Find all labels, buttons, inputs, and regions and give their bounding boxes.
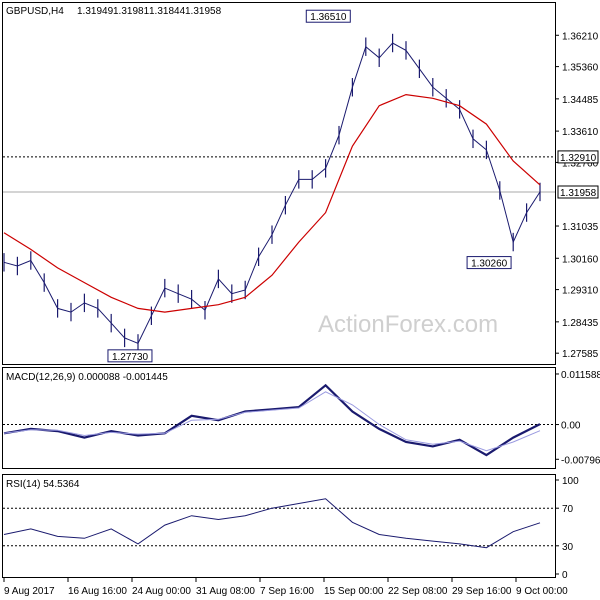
time-tick-label: 7 Sep 16:00 bbox=[260, 586, 314, 597]
price-header-low: 1.31844 bbox=[149, 6, 186, 17]
rsi-line bbox=[3, 498, 541, 549]
moving-average-line bbox=[3, 93, 541, 313]
rsi-y-tick-label: 0 bbox=[562, 570, 568, 581]
rsi-y-tick-label: 100 bbox=[562, 476, 579, 487]
rsi-series bbox=[3, 498, 541, 549]
price-y-tick-label: 1.31035 bbox=[562, 222, 599, 233]
macd-y-tick-label: -0.007961 bbox=[561, 455, 600, 466]
price-header-symbol: GBPUSD,H4 bbox=[6, 6, 64, 17]
price-y-tick-label: 1.34485 bbox=[562, 95, 599, 106]
time-tick-label: 16 Aug 16:00 bbox=[68, 586, 127, 597]
price-annotation-box bbox=[305, 9, 351, 23]
time-tick-label: 31 Aug 08:00 bbox=[196, 586, 255, 597]
price-annotations: 1.27730 1.36510 1.30260 bbox=[107, 9, 512, 363]
price-header-high: 1.31981 bbox=[113, 6, 150, 17]
time-tick-label: 9 Oct 00:00 bbox=[516, 586, 568, 597]
macd-panel bbox=[2, 367, 556, 469]
macd-y-tick-label: 0.00 bbox=[561, 421, 581, 432]
price-grid bbox=[3, 156, 555, 193]
price-annotation-box bbox=[466, 256, 512, 270]
rsi-y-tick-label: 30 bbox=[562, 542, 574, 553]
rsi-panel bbox=[2, 474, 556, 578]
macd-header: MACD(12,26,9) 0.000088 -0.001445 bbox=[6, 372, 168, 383]
price-y-tick-label: 1.32760 bbox=[562, 158, 599, 169]
current-price-box bbox=[557, 185, 599, 199]
macd-signal-line bbox=[3, 391, 541, 452]
time-tick-label: 29 Sep 16:00 bbox=[452, 586, 512, 597]
time-axis: 9 Aug 2017 16 Aug 16:00 24 Aug 00:00 31 Aug… bbox=[3, 578, 568, 597]
price-y-tick-label: 1.29310 bbox=[562, 286, 599, 297]
price-y-tick-label: 1.27585 bbox=[562, 349, 599, 360]
current-price-label: 1.31958 bbox=[560, 188, 597, 199]
rsi-grid bbox=[3, 507, 555, 547]
price-annotation-label: 1.36510 bbox=[310, 12, 347, 23]
macd-y-axis: 0.011588 0.00 -0.007961 bbox=[555, 370, 600, 466]
watermark: ActionForex.com bbox=[318, 311, 498, 338]
price-y-tick-label: 1.35360 bbox=[562, 63, 599, 74]
price-annotation-label: 1.27730 bbox=[112, 352, 149, 363]
time-tick-label: 22 Sep 08:00 bbox=[388, 586, 448, 597]
price-line bbox=[3, 42, 541, 345]
time-tick-label: 15 Sep 00:00 bbox=[324, 586, 384, 597]
macd-series bbox=[3, 383, 541, 457]
rsi-y-tick-label: 70 bbox=[562, 504, 574, 515]
rsi-y-axis: 100 70 30 0 bbox=[555, 476, 579, 581]
rsi-header: RSI(14) 54.5364 bbox=[6, 479, 80, 490]
time-tick-label: 9 Aug 2017 bbox=[4, 586, 55, 597]
price-y-axis: 1.36210 1.35360 1.34485 1.33610 1.32760 1.310… bbox=[555, 31, 599, 360]
price-annotation-label: 1.30260 bbox=[471, 259, 508, 270]
price-y-tick-label: 1.33610 bbox=[562, 127, 599, 138]
macd-y-tick-label: 0.011588 bbox=[561, 370, 600, 381]
level-label-box bbox=[557, 150, 599, 164]
price-y-tick-label: 1.30160 bbox=[562, 254, 599, 265]
time-tick-label: 24 Aug 00:00 bbox=[132, 586, 191, 597]
price-header-close: 1.31958 bbox=[185, 6, 222, 17]
price-y-tick-label: 1.28435 bbox=[562, 318, 599, 329]
price-header-open: 1.31949 bbox=[77, 6, 114, 17]
price-y-tick-label: 1.36210 bbox=[562, 31, 599, 42]
price-panel bbox=[2, 2, 556, 365]
level-label: 1.32910 bbox=[560, 153, 597, 164]
price-series bbox=[3, 33, 541, 353]
price-annotation-box bbox=[107, 349, 153, 363]
